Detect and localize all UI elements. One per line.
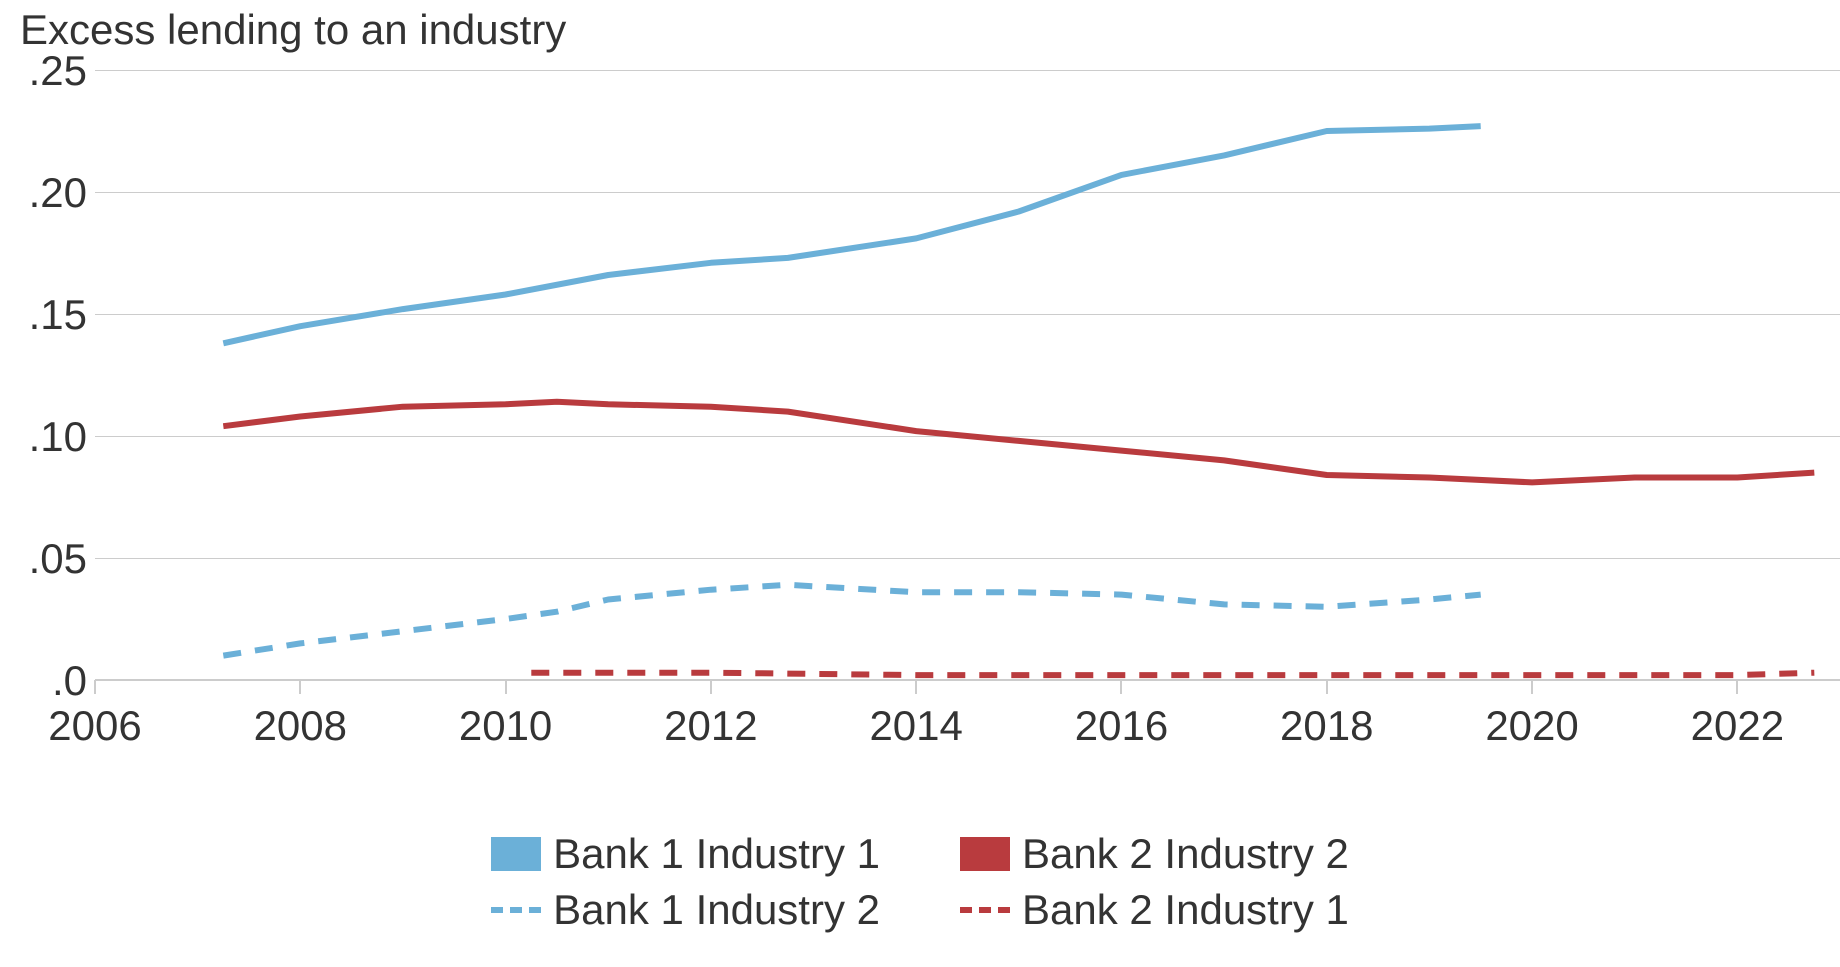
legend-swatch-dashed	[960, 907, 1010, 913]
series-line	[531, 673, 1814, 675]
series-line	[223, 585, 1480, 656]
legend-label: Bank 2 Industry 1	[1022, 886, 1349, 934]
series-line	[223, 402, 1814, 483]
legend-item: Bank 1 Industry 2	[491, 886, 880, 934]
legend-swatch-solid	[491, 837, 541, 871]
legend-row: Bank 1 Industry 1 Bank 2 Industry 2	[491, 830, 1349, 878]
legend-item: Bank 2 Industry 1	[960, 886, 1349, 934]
legend: Bank 1 Industry 1Bank 2 Industry 2Bank 1…	[0, 830, 1840, 934]
series-line	[223, 126, 1480, 343]
legend-swatch-dashed	[491, 907, 541, 913]
legend-label: Bank 1 Industry 2	[553, 886, 880, 934]
plot-area	[0, 0, 1840, 967]
chart-container: Excess lending to an industry .0.05.10.1…	[0, 0, 1840, 967]
legend-swatch-solid	[960, 837, 1010, 871]
legend-label: Bank 2 Industry 2	[1022, 830, 1349, 878]
legend-label: Bank 1 Industry 1	[553, 830, 880, 878]
legend-row: Bank 1 Industry 2 Bank 2 Industry 1	[491, 886, 1349, 934]
legend-item: Bank 2 Industry 2	[960, 830, 1349, 878]
legend-item: Bank 1 Industry 1	[491, 830, 880, 878]
